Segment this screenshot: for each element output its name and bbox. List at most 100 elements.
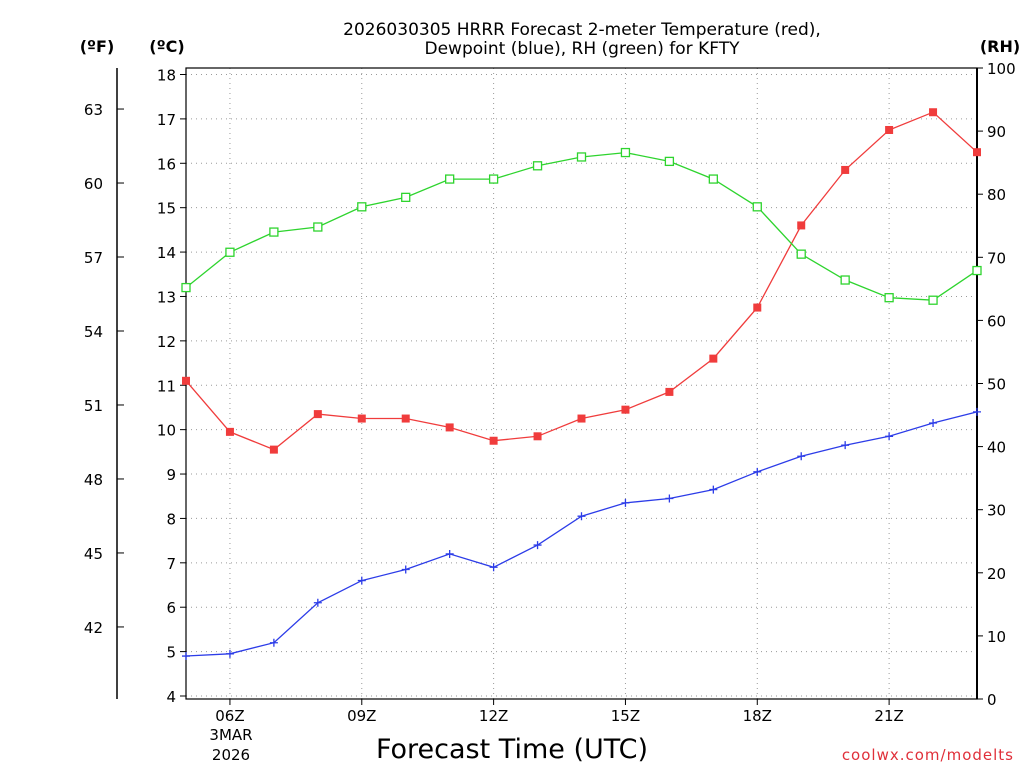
rh-point [664,156,675,167]
celsius-tick-label: 8 [166,510,176,528]
dewpoint-point [313,598,322,607]
celsius-tick-label: 18 [157,67,176,85]
rh-tick-label: 50 [987,376,1006,394]
rh-tick-label: 100 [987,60,1016,78]
temperature-point [973,148,981,157]
fahrenheit-tick-label: 48 [84,471,103,489]
temperature-point [533,432,542,441]
rh-point [313,222,323,232]
fahrenheit-tick-label: 63 [84,101,103,119]
rh-tick-label: 70 [987,249,1006,267]
dewpoint-point [929,418,938,427]
rh-point [357,202,367,212]
dewpoint-point [182,652,190,661]
rh-tick-label: 0 [987,691,997,709]
temperature-point [929,108,938,117]
temperature-point [269,445,278,454]
x-tick-label: 15Z [611,707,640,725]
temperature-point [753,303,762,312]
rh-point [840,275,850,285]
dewpoint-point [973,407,981,416]
temperature-point [225,427,234,436]
x-tick-label: 21Z [874,707,903,725]
temperature-point [885,125,894,134]
rh-point [928,295,938,305]
rh-axis-unit: (RH) [980,37,1020,56]
celsius-tick-label: 14 [157,244,176,262]
x-tick-label: 06Z [215,707,244,725]
dewpoint-point [577,512,586,521]
chart-title-line1: 2026030305 HRRR Forecast 2-meter Tempera… [343,20,821,40]
rh-point [445,174,455,184]
temperature-point [313,410,322,419]
rh-tick-label: 40 [987,439,1006,457]
temperature-point [841,165,850,174]
fahrenheit-tick-label: 60 [84,175,103,193]
rh-tick-label: 60 [987,312,1006,330]
temperature-point [401,414,410,423]
dewpoint-point [753,467,762,476]
fahrenheit-tick-label: 57 [84,249,103,267]
celsius-tick-label: 6 [166,599,176,617]
chart-title-line2: Dewpoint (blue), RH (green) for KFTY [425,39,741,59]
rh-tick-label: 30 [987,502,1006,520]
dewpoint-point [401,565,410,574]
celsius-tick-label: 16 [157,155,176,173]
rh-point [269,227,279,237]
dewpoint-point [489,563,498,572]
rh-point [488,174,499,184]
rh-point [225,247,235,257]
celsius-tick-label: 4 [166,688,176,706]
celsius-tick-label: 5 [166,644,176,662]
rh-point [796,249,806,259]
rh-point [532,161,543,171]
temperature-point [577,414,586,423]
rh-point [181,282,191,293]
temperature-series [182,108,981,454]
celsius-tick-label: 10 [157,422,176,440]
rh-tick-label: 80 [987,186,1006,204]
dewpoint-point [225,649,234,658]
x-tick-label: 12Z [479,707,508,725]
date-label-month: 3MAR [209,726,252,744]
rh-point [708,174,718,184]
date-label-year: 2026 [212,746,250,764]
temperature-point [621,405,630,414]
fahrenheit-tick-label: 45 [84,545,103,563]
rh-tick-label: 10 [987,628,1006,646]
rh-series [181,147,982,305]
dewpoint-point [841,441,850,450]
fahrenheit-tick-label: 54 [84,323,103,341]
rh-point [972,265,982,276]
rh-point [620,147,631,158]
credit-text: coolwx.com/modelts [842,746,1014,764]
x-tick-label: 09Z [347,707,376,725]
temperature-point [489,436,498,445]
fahrenheit-tick-label: 51 [84,397,103,415]
temperature-point [709,354,718,363]
dewpoint-point [445,549,454,558]
fahrenheit-tick-label: 42 [84,619,103,637]
grid-lines [186,68,977,699]
celsius-tick-label: 17 [157,111,176,129]
celsius-tick-label: 12 [157,333,176,351]
fahrenheit-axis-unit: (ºF) [80,37,115,56]
dewpoint-line [185,411,978,657]
rh-tick-label: 20 [987,565,1006,583]
temperature-point [182,376,190,385]
rh-line [185,151,978,301]
celsius-tick-label: 11 [157,377,176,395]
dewpoint-point [533,541,542,550]
dewpoint-point [709,485,718,494]
celsius-tick-label: 13 [157,288,176,306]
rh-point [576,152,587,162]
temperature-point [665,387,674,396]
dewpoint-point [885,432,894,441]
celsius-tick-label: 15 [157,200,176,218]
dewpoint-point [269,638,278,647]
dewpoint-point [357,576,366,585]
data-series [181,108,982,661]
dewpoint-point [665,494,674,503]
celsius-tick-label: 9 [166,466,176,484]
